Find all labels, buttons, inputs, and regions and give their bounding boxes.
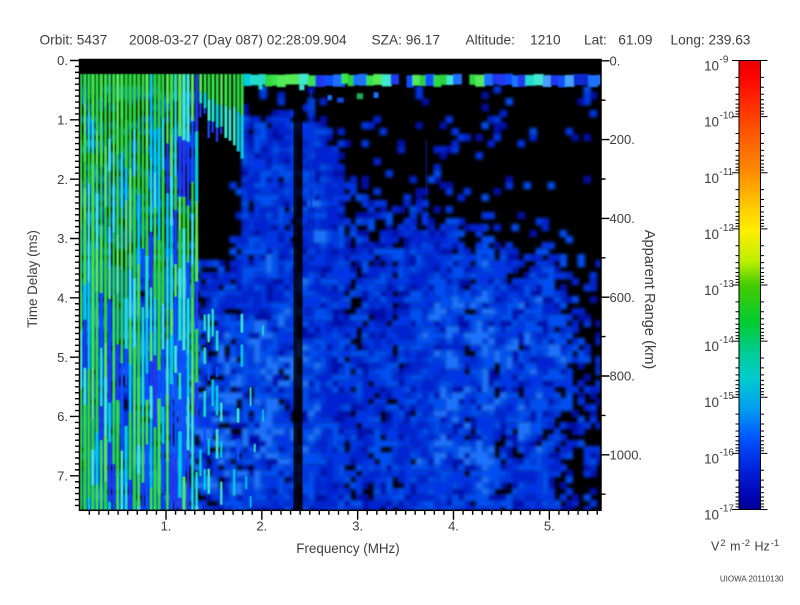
svg-text:Frequency (MHz): Frequency (MHz) xyxy=(296,541,399,556)
svg-text:-13: -13 xyxy=(720,279,735,290)
svg-text:200.: 200. xyxy=(610,132,635,147)
svg-text:Apparent Range (km): Apparent Range (km) xyxy=(641,230,657,370)
svg-text:1.: 1. xyxy=(57,112,68,127)
svg-text:-10: -10 xyxy=(720,111,735,122)
svg-text:4.: 4. xyxy=(448,519,459,534)
svg-text:-9: -9 xyxy=(720,55,729,66)
svg-text:10: 10 xyxy=(704,508,719,523)
svg-text:4.: 4. xyxy=(57,290,68,305)
svg-text:10: 10 xyxy=(704,395,719,410)
svg-text:10: 10 xyxy=(704,451,719,466)
svg-text:7.: 7. xyxy=(57,468,68,483)
svg-text:SZA: 96.17: SZA: 96.17 xyxy=(372,33,440,48)
svg-text:-12: -12 xyxy=(720,223,735,234)
svg-text:0.: 0. xyxy=(57,53,68,68)
svg-text:-16: -16 xyxy=(720,447,735,458)
svg-text:Lat: 61.09: Lat: 61.09 xyxy=(584,33,653,48)
svg-text:10: 10 xyxy=(704,339,719,354)
svg-text:0.: 0. xyxy=(610,53,621,68)
svg-text:3.: 3. xyxy=(352,519,363,534)
svg-text:1000.: 1000. xyxy=(610,447,643,462)
svg-text:1.: 1. xyxy=(161,519,172,534)
svg-text:10: 10 xyxy=(704,227,719,242)
svg-text:UIOWA 20110130: UIOWA 20110130 xyxy=(720,575,784,584)
svg-text:2008-03-27 (Day 087) 02:28:09.: 2008-03-27 (Day 087) 02:28:09.904 xyxy=(129,33,347,48)
svg-text:Orbit: 5437: Orbit: 5437 xyxy=(40,33,108,48)
svg-text:400.: 400. xyxy=(610,211,635,226)
svg-text:-11: -11 xyxy=(720,167,734,178)
svg-text:5.: 5. xyxy=(544,519,555,534)
svg-text:600.: 600. xyxy=(610,290,635,305)
svg-text:5.: 5. xyxy=(57,350,68,365)
svg-text:-17: -17 xyxy=(720,504,735,515)
svg-text:V2 m-2 Hz-1: V2 m-2 Hz-1 xyxy=(711,538,779,554)
svg-text:10: 10 xyxy=(704,171,719,186)
svg-text:10: 10 xyxy=(704,59,719,74)
svg-text:Time Delay (ms): Time Delay (ms) xyxy=(25,230,40,328)
svg-text:2.: 2. xyxy=(256,519,267,534)
svg-text:3.: 3. xyxy=(57,231,68,246)
svg-text:Long: 239.63: Long: 239.63 xyxy=(671,33,751,48)
svg-text:10: 10 xyxy=(704,115,719,130)
svg-text:Altitude: 1210: Altitude: 1210 xyxy=(466,33,562,48)
svg-text:2.: 2. xyxy=(57,172,68,187)
svg-text:800.: 800. xyxy=(610,369,635,384)
svg-text:10: 10 xyxy=(704,283,719,298)
svg-text:-15: -15 xyxy=(720,391,735,402)
svg-text:-14: -14 xyxy=(720,335,735,346)
svg-text:6.: 6. xyxy=(57,409,68,424)
